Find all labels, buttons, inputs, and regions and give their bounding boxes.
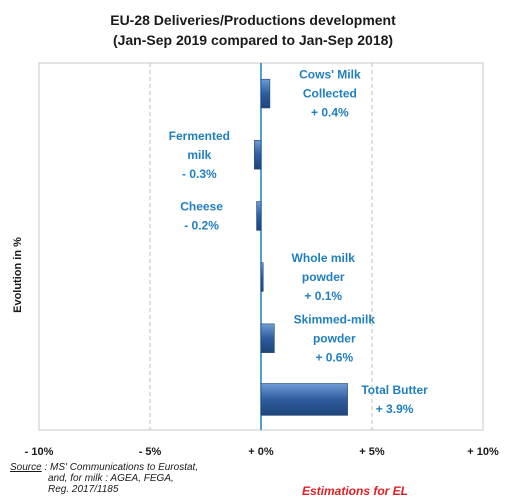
chart-subtitle: (Jan-Sep 2019 compared to Jan-Sep 2018) [112,32,394,48]
source-line-1: : MS' Communications to Eurostat, [41,462,199,473]
bar [256,201,262,231]
estimation-note: Estimations for EL [302,484,409,498]
bar [260,323,275,353]
bar-data-label: - 0.3% [182,167,217,181]
bar-data-label: Total Butter [361,383,428,397]
source-line-2: and, for milk : AGEA, FEGA, [48,473,174,484]
bar [254,140,262,170]
y-axis-label: Evolution in % [12,237,24,313]
x-tick-label: - 10% [25,446,54,458]
bar-data-label: - 0.2% [184,218,219,232]
chart-title: EU-28 Deliveries/Productions development [110,12,396,28]
bar-data-label: + 3.9% [376,402,414,416]
x-tick-label: + 5% [359,446,385,458]
bar-data-label: Fermented [169,129,230,143]
bar [260,78,271,109]
bar-data-label: powder [313,331,356,345]
bar-data-label: + 0.4% [311,106,349,120]
source-line-3: Reg. 2017/1185 [48,484,119,495]
bar-data-label: Collected [303,87,357,101]
bar-data-label: powder [302,270,345,284]
bar-data-label: Cows' Milk [299,68,361,82]
x-tick-label: + 10% [467,446,499,458]
x-tick-label: + 0% [248,446,274,458]
bar [260,262,264,292]
bar-data-label: Skimmed-milk [294,312,376,326]
bar-data-label: Whole milk [292,251,356,265]
source-note: Source : MS' Communications to Eurostat,… [10,462,198,495]
bar-data-label: + 0.6% [315,350,353,364]
x-tick-label: - 5% [139,446,162,458]
bar-data-label: milk [187,148,211,162]
bar [260,383,348,416]
bar-data-label: Cheese [180,199,223,213]
bar-data-label: + 0.1% [304,289,342,303]
source-prefix: Source [10,462,42,473]
